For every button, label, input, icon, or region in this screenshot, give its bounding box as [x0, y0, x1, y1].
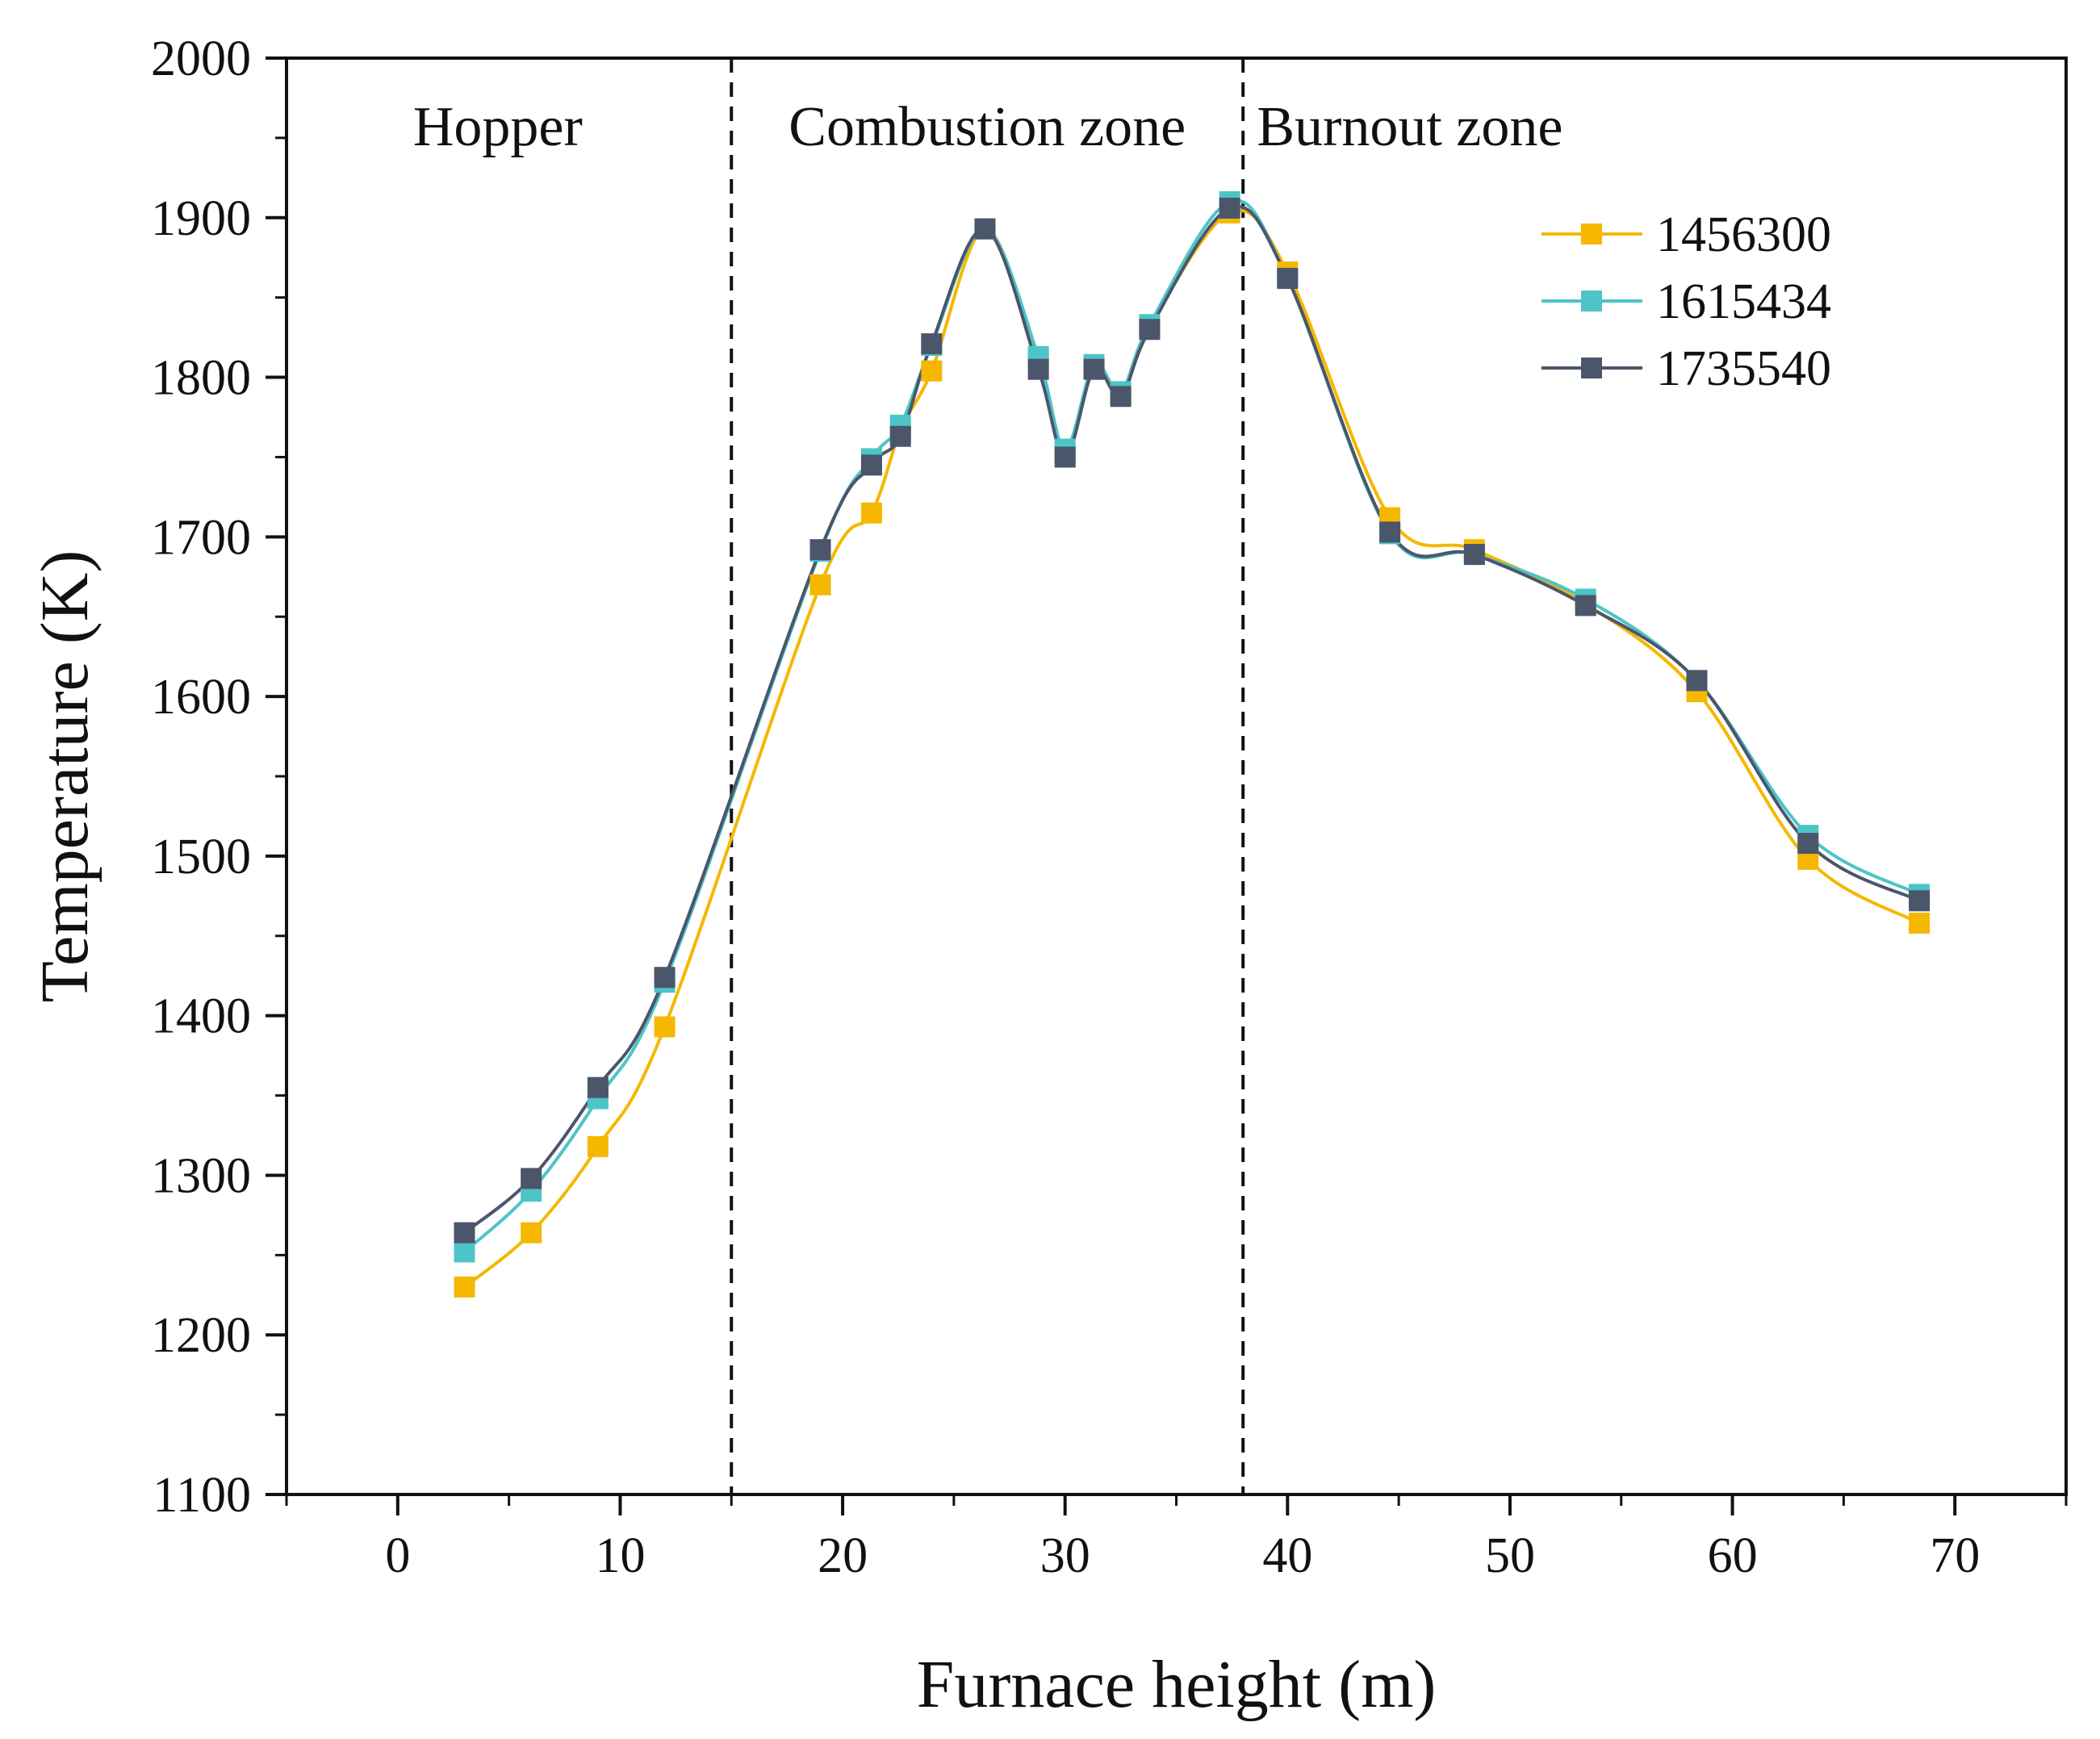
series-marker-1456300	[587, 1135, 609, 1157]
series-lines	[463, 199, 1921, 1289]
series-marker-1735540	[974, 218, 996, 240]
y-tick-label: 1600	[151, 670, 251, 725]
y-tick-label: 1900	[151, 191, 251, 246]
series-line-1735540	[463, 205, 1921, 1235]
series-marker-1735540	[1379, 521, 1401, 543]
series-marker-1735540	[1219, 197, 1240, 219]
y-tick-label: 1500	[151, 830, 251, 884]
legend-marker	[1581, 224, 1602, 245]
series-marker-1735540	[1139, 319, 1161, 341]
legend-label: 1456300	[1656, 207, 1831, 262]
series-marker-1735540	[454, 1222, 475, 1244]
series-markers	[454, 191, 1931, 1298]
x-axis-title: Furnace height (m)	[917, 1647, 1437, 1722]
chart-text: 1100 1200 1300 1400 1500 1600 1700 1800 1900 2000…	[27, 31, 1980, 1722]
series-marker-1456300	[809, 574, 831, 596]
series-marker-1735540	[1083, 358, 1105, 380]
series-marker-1735540	[889, 425, 911, 447]
legend-label: 1735540	[1656, 341, 1831, 396]
zone-label: Hopper	[413, 96, 583, 158]
x-tick-label: 60	[1708, 1528, 1758, 1583]
series-marker-1456300	[860, 502, 882, 524]
series-marker-1456300	[921, 360, 943, 382]
x-tick-label: 70	[1930, 1528, 1980, 1583]
series-marker-1735540	[1797, 833, 1819, 855]
y-tick-label: 2000	[151, 31, 251, 86]
x-tick-label: 10	[595, 1528, 645, 1583]
zone-label: Combustion zone	[789, 96, 1186, 158]
series-marker-1735540	[654, 967, 676, 989]
series-marker-1735540	[1575, 595, 1596, 617]
y-tick-label: 1800	[151, 351, 251, 406]
series-marker-1735540	[1054, 446, 1076, 468]
y-tick-label: 1700	[151, 510, 251, 565]
legend-marker	[1581, 357, 1602, 378]
series-marker-1735540	[587, 1076, 609, 1098]
x-tick-label: 0	[385, 1528, 410, 1583]
series-marker-1735540	[1463, 544, 1485, 566]
series-marker-1456300	[654, 1016, 676, 1038]
series-marker-1456300	[1909, 912, 1931, 934]
x-tick-label: 30	[1040, 1528, 1090, 1583]
legend: 1456300 1615434 1735540	[1542, 207, 1831, 396]
x-tick-label: 50	[1485, 1528, 1535, 1583]
series-marker-1456300	[521, 1222, 542, 1244]
series-marker-1735540	[1277, 267, 1299, 289]
zone-boundaries	[730, 58, 1245, 1494]
series-marker-1456300	[454, 1276, 475, 1298]
y-tick-label: 1300	[151, 1148, 251, 1203]
series-marker-1735540	[860, 454, 882, 476]
y-tick-label: 1100	[153, 1468, 251, 1523]
y-tick-label: 1400	[151, 989, 251, 1044]
y-axis-title: Temperature (K)	[27, 550, 102, 1003]
series-marker-1615434	[454, 1241, 475, 1263]
series-marker-1735540	[809, 539, 831, 561]
legend-label: 1615434	[1656, 274, 1831, 329]
x-tick-label: 20	[818, 1528, 868, 1583]
series-marker-1735540	[521, 1168, 542, 1189]
series-marker-1735540	[1027, 358, 1049, 380]
legend-marker	[1581, 291, 1602, 311]
series-marker-1735540	[921, 333, 943, 355]
series-marker-1735540	[1686, 670, 1708, 692]
axes	[266, 56, 2068, 1515]
x-tick-label: 40	[1262, 1528, 1312, 1583]
series-marker-1735540	[1110, 386, 1132, 408]
y-tick-label: 1200	[151, 1308, 251, 1363]
series-marker-1735540	[1909, 890, 1931, 912]
zone-label: Burnout zone	[1257, 96, 1562, 158]
